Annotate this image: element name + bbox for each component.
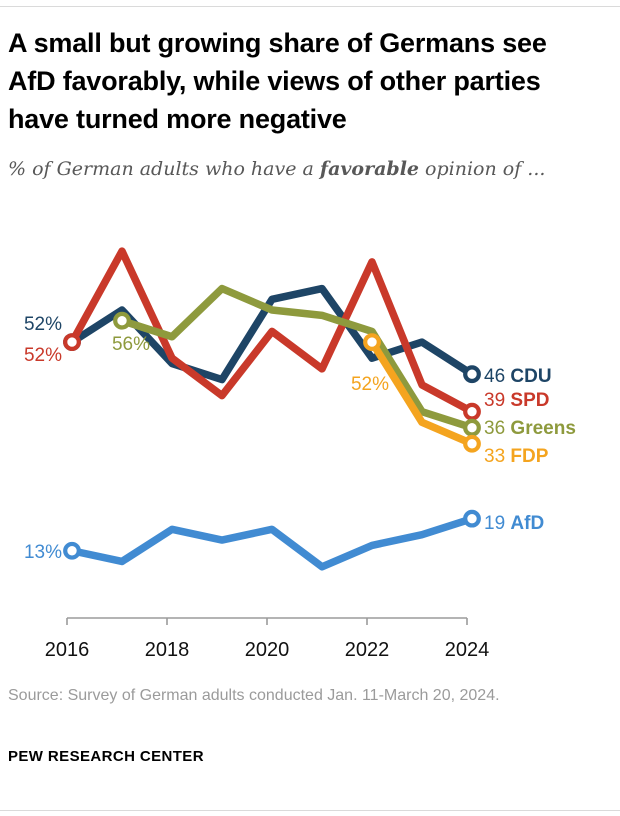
chart-subtitle: % of German adults who have a favorable … [8, 158, 608, 180]
subtitle-favorable-bold: favorable [319, 158, 420, 180]
start-label-greens: 56% [112, 334, 150, 355]
end-label-greens: 36 Greens [484, 418, 576, 439]
end-marker-greens [463, 418, 481, 437]
x-axis-label-2016: 2016 [45, 639, 90, 661]
line-afd [71, 515, 474, 571]
start-label-afd: 13% [24, 542, 62, 563]
pew-research-center-label: PEW RESEARCH CENTER [8, 748, 204, 765]
line-spd [68, 247, 474, 415]
start-label-fdp: 52% [351, 374, 389, 395]
chart-title: A small but growing share of Germans see… [8, 28, 547, 134]
source-note: Source: Survey of German adults conducte… [8, 687, 500, 704]
x-axis-label-2022: 2022 [345, 639, 390, 661]
line-greens [120, 284, 474, 432]
x-axis-label-2024: 2024 [445, 639, 490, 661]
start-marker-afd [63, 541, 81, 560]
start-marker-spd [63, 333, 81, 352]
end-label-spd: 39 SPD [484, 390, 550, 411]
end-label-afd: 19 AfD [484, 513, 544, 534]
line-fdp [368, 340, 474, 448]
start-label-spd: 52% [24, 345, 62, 366]
end-label-fdp: 33 FDP [484, 446, 549, 467]
x-axis-label-2020: 2020 [245, 639, 290, 661]
line-chart: 2016 2018 2020 2022 2024 52% 46 CDU 52% 39 SPD 56… [0, 190, 620, 670]
end-marker-afd [463, 509, 481, 528]
start-label-cdu: 52% [24, 314, 62, 335]
bottom-divider [0, 810, 620, 811]
end-marker-cdu [463, 365, 481, 384]
x-axis-label-2018: 2018 [145, 639, 190, 661]
chart-svg: 2016 2018 2020 2022 2024 52% 46 CDU 52% 39 SPD 56… [24, 247, 576, 661]
start-marker-greens [113, 311, 131, 330]
end-label-cdu: 46 CDU [484, 366, 552, 387]
end-marker-spd [463, 402, 481, 421]
end-marker-fdp [463, 434, 481, 453]
start-marker-fdp [363, 333, 381, 352]
subtitle-prefix: % of German adults who have a [8, 158, 320, 180]
top-divider [0, 6, 620, 7]
subtitle-suffix: opinion of ... [419, 158, 546, 180]
